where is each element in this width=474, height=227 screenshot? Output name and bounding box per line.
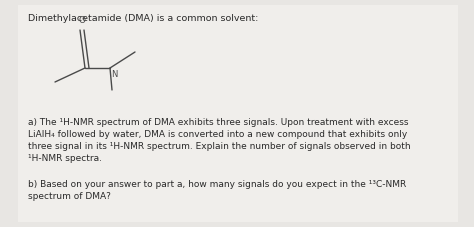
Text: Dimethylacetamide (DMA) is a common solvent:: Dimethylacetamide (DMA) is a common solv…: [28, 14, 258, 23]
Text: a) The ¹H-NMR spectrum of DMA exhibits three signals. Upon treatment with excess: a) The ¹H-NMR spectrum of DMA exhibits t…: [28, 118, 410, 163]
Text: N: N: [111, 70, 118, 79]
Text: b) Based on your answer to part a, how many signals do you expect in the ¹³C-NMR: b) Based on your answer to part a, how m…: [28, 180, 406, 201]
Text: O: O: [79, 16, 85, 25]
